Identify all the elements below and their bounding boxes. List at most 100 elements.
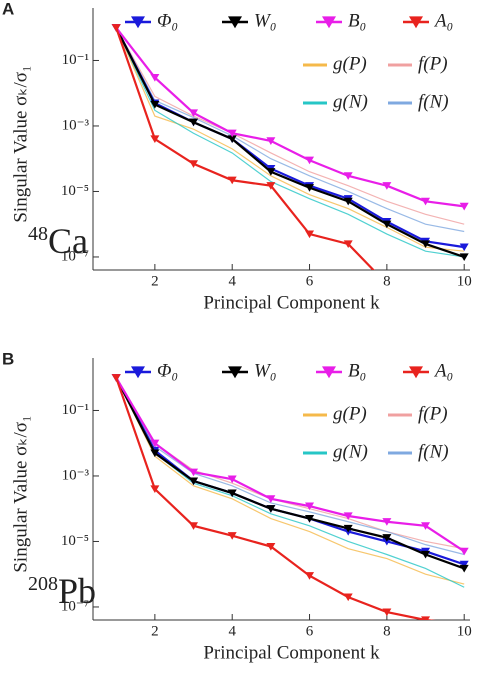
marker bbox=[305, 502, 315, 511]
y-tick-label: 10⁻⁷ bbox=[61, 598, 89, 614]
marker bbox=[266, 168, 276, 176]
legend-label: f(N) bbox=[418, 91, 449, 112]
plot-area bbox=[111, 374, 469, 620]
x-tick-label: 2 bbox=[151, 273, 159, 289]
legend-label: g(N) bbox=[333, 441, 368, 462]
series-line bbox=[115, 27, 465, 225]
marker bbox=[266, 495, 276, 503]
marker bbox=[343, 197, 353, 206]
y-tick-label: 10⁻³ bbox=[62, 467, 90, 483]
marker bbox=[305, 230, 315, 239]
legend-label: B₀ bbox=[348, 360, 366, 381]
marker bbox=[343, 593, 353, 602]
panel-label: A bbox=[2, 0, 14, 18]
y-tick-label: 10⁻⁵ bbox=[61, 183, 89, 199]
marker bbox=[150, 135, 160, 144]
marker bbox=[343, 172, 353, 180]
marker bbox=[189, 109, 199, 117]
marker bbox=[382, 518, 392, 526]
marker bbox=[266, 542, 276, 551]
panel: B 10⁻¹ 10⁻³ 10⁻⁵ 10⁻⁷ 2 4 6 8 10 Principal Compone… bbox=[2, 349, 472, 663]
legend-marker bbox=[228, 16, 242, 29]
marker bbox=[343, 240, 353, 248]
series-line bbox=[115, 27, 465, 249]
marker bbox=[305, 184, 315, 192]
annotation: 48Ca bbox=[28, 221, 88, 261]
marker bbox=[421, 197, 431, 206]
marker bbox=[189, 477, 199, 486]
marker bbox=[189, 118, 199, 127]
legend-label: f(N) bbox=[418, 441, 449, 462]
legend-marker bbox=[409, 366, 423, 379]
series-line bbox=[115, 377, 465, 566]
x-tick-label: 6 bbox=[306, 623, 314, 639]
plot-area bbox=[111, 24, 469, 270]
legend-marker bbox=[322, 16, 336, 29]
marker bbox=[343, 524, 353, 533]
series-line bbox=[115, 27, 465, 258]
annotation-element: Ca bbox=[48, 221, 88, 261]
legend-label: W₀ bbox=[254, 10, 276, 31]
marker bbox=[421, 616, 431, 620]
legend-label: A₀ bbox=[433, 10, 453, 31]
legend-label: f(P) bbox=[418, 53, 448, 74]
marker bbox=[227, 532, 237, 540]
marker bbox=[111, 374, 121, 382]
marker bbox=[150, 485, 160, 494]
marker bbox=[459, 547, 469, 556]
marker bbox=[150, 73, 160, 82]
marker bbox=[382, 182, 392, 190]
annotation-mass: 208 bbox=[28, 573, 58, 595]
marker bbox=[150, 449, 160, 458]
marker bbox=[111, 24, 121, 32]
legend-label: A₀ bbox=[433, 360, 453, 381]
annotation: 208Pb bbox=[28, 571, 96, 611]
y-axis-title: Singular Value σₖ/σ₁ bbox=[10, 65, 31, 222]
x-tick-label: 10 bbox=[457, 273, 472, 289]
y-tick-label: 10⁻⁷ bbox=[61, 248, 89, 264]
y-tick-label: 10⁻⁵ bbox=[61, 533, 89, 549]
marker bbox=[459, 564, 469, 573]
annotation-mass: 48 bbox=[28, 223, 48, 245]
legend-marker bbox=[409, 16, 423, 29]
x-axis-title: Principal Component k bbox=[203, 292, 380, 313]
x-tick-label: 4 bbox=[228, 273, 236, 289]
x-axis-title: Principal Component k bbox=[203, 642, 380, 663]
x-tick-label: 4 bbox=[228, 623, 236, 639]
marker bbox=[343, 512, 353, 521]
series-line bbox=[115, 27, 465, 259]
legend-marker bbox=[131, 16, 145, 29]
series-line bbox=[115, 377, 465, 585]
marker bbox=[305, 156, 315, 165]
series-line bbox=[115, 27, 375, 270]
marker bbox=[459, 560, 469, 569]
marker bbox=[227, 135, 237, 144]
marker bbox=[189, 522, 199, 530]
series-line bbox=[115, 377, 465, 588]
x-tick-label: 2 bbox=[151, 623, 159, 639]
panel: A 10⁻¹ 10⁻³ 10⁻⁵ 10⁻⁷ 2 4 6 8 10 Principal Compone… bbox=[2, 0, 472, 313]
marker bbox=[459, 202, 469, 211]
marker bbox=[189, 468, 199, 477]
x-tick-label: 6 bbox=[306, 273, 314, 289]
y-tick-label: 10⁻¹ bbox=[62, 402, 89, 418]
panel-label: B bbox=[2, 349, 14, 368]
series-line bbox=[115, 377, 465, 570]
y-axis-title: Singular Value σₖ/σ₁ bbox=[10, 415, 31, 572]
marker bbox=[421, 240, 431, 248]
marker bbox=[382, 608, 392, 617]
legend-marker bbox=[228, 366, 242, 379]
marker bbox=[459, 253, 469, 262]
series-line bbox=[115, 27, 465, 208]
marker bbox=[382, 534, 392, 542]
x-tick-label: 8 bbox=[383, 273, 391, 289]
marker bbox=[189, 160, 199, 168]
series-line bbox=[115, 27, 465, 252]
legend-label: B₀ bbox=[348, 10, 366, 31]
marker bbox=[305, 514, 315, 523]
legend-marker bbox=[131, 366, 145, 379]
marker bbox=[266, 137, 276, 145]
legend-label: Φ₀ bbox=[157, 360, 178, 381]
series-line bbox=[115, 377, 465, 556]
